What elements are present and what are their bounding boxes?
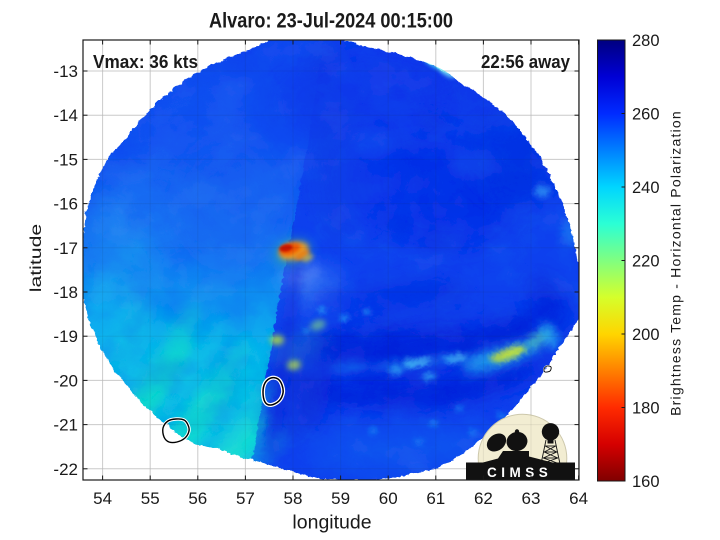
svg-text:-16: -16 bbox=[53, 195, 78, 214]
svg-text:-20: -20 bbox=[53, 371, 78, 390]
svg-text:62: 62 bbox=[474, 489, 493, 508]
svg-text:59: 59 bbox=[331, 489, 350, 508]
svg-text:180: 180 bbox=[632, 400, 660, 418]
svg-text:-17: -17 bbox=[53, 239, 78, 258]
svg-text:55: 55 bbox=[141, 489, 160, 508]
svg-text:61: 61 bbox=[426, 489, 445, 508]
svg-text:-14: -14 bbox=[53, 106, 78, 125]
svg-text:-21: -21 bbox=[53, 416, 78, 435]
svg-text:280: 280 bbox=[632, 32, 660, 50]
svg-text:57: 57 bbox=[236, 489, 255, 508]
svg-text:63: 63 bbox=[522, 489, 541, 508]
svg-text:60: 60 bbox=[379, 489, 398, 508]
svg-text:-19: -19 bbox=[53, 327, 78, 346]
svg-text:58: 58 bbox=[284, 489, 303, 508]
svg-text:-13: -13 bbox=[53, 62, 78, 81]
svg-text:64: 64 bbox=[569, 489, 588, 508]
svg-text:Brightness Temp - Horizontal P: Brightness Temp - Horizontal Polarizatio… bbox=[668, 110, 684, 416]
svg-text:260: 260 bbox=[632, 106, 660, 124]
svg-text:-18: -18 bbox=[53, 283, 78, 302]
svg-text:CIMSS: CIMSS bbox=[487, 465, 552, 480]
svg-text:Vmax: 36 kts: Vmax: 36 kts bbox=[93, 52, 198, 72]
svg-text:22:56 away: 22:56 away bbox=[481, 52, 570, 72]
svg-text:54: 54 bbox=[93, 489, 112, 508]
svg-text:160: 160 bbox=[632, 473, 660, 491]
svg-text:longitude: longitude bbox=[292, 512, 371, 534]
svg-text:220: 220 bbox=[632, 253, 660, 271]
svg-text:latitude: latitude bbox=[28, 224, 45, 293]
svg-text:200: 200 bbox=[632, 326, 660, 344]
svg-text:56: 56 bbox=[188, 489, 207, 508]
svg-text:-22: -22 bbox=[53, 460, 78, 479]
svg-text:Alvaro: 23-Jul-2024 00:15:00: Alvaro: 23-Jul-2024 00:15:00 bbox=[209, 9, 453, 33]
svg-text:240: 240 bbox=[632, 179, 660, 197]
svg-text:-15: -15 bbox=[53, 150, 78, 169]
